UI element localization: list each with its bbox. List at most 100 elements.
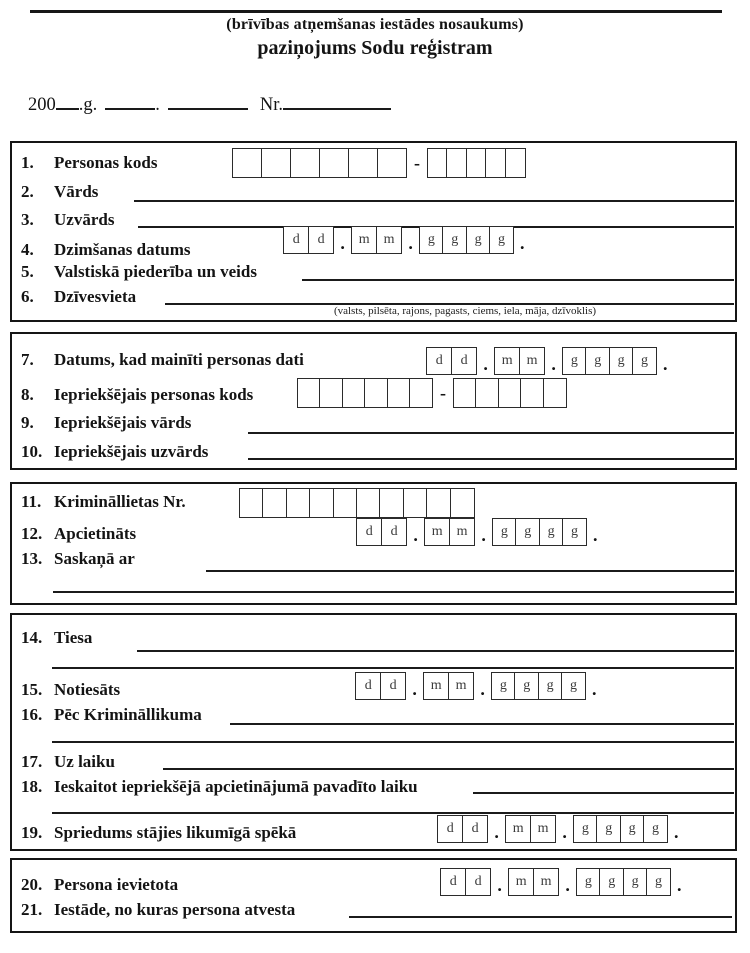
field-9-previous-vards-line[interactable] (248, 432, 734, 434)
field-2-number: 2. (21, 182, 34, 201)
day-blank[interactable] (105, 92, 156, 110)
dot-separator: . (592, 679, 597, 699)
dot-separator: . (551, 354, 556, 374)
field-19-number: 19. (21, 823, 43, 842)
field-4-number: 4. (21, 240, 34, 259)
date-cell-m: m (529, 815, 557, 843)
dot-separator: . (674, 822, 679, 842)
date-cell-g: g (418, 226, 444, 254)
field-5-label: Valstiskā piederība un veids (54, 262, 257, 281)
code-cell (260, 148, 292, 178)
date-cell-g: g (491, 518, 517, 546)
field-20-number: 20. (21, 875, 43, 894)
date-cell-g: g (622, 868, 648, 896)
field-row-9: 9. Iepriekšējais vārds (12, 413, 191, 433)
field-5-valstiska-piederiba-line[interactable] (302, 279, 734, 281)
date-cell-m: m (423, 518, 451, 546)
year-blank[interactable] (55, 92, 79, 110)
field-18-ieskaitot-line-2[interactable] (52, 812, 734, 814)
field-row-17: 17. Uz laiku (12, 752, 115, 772)
date-cell-g: g (585, 347, 611, 375)
dot-separator: . (593, 525, 598, 545)
field-19-label: Spriedums stājies likumīgā spēkā (54, 823, 297, 842)
code-cell (409, 378, 434, 408)
field-17-uz-laiku-line[interactable] (163, 768, 734, 770)
field-15-label: Notiesāts (54, 680, 121, 699)
field-1-personas-kods-boxes[interactable]: - (232, 148, 526, 178)
field-14-tiesa-line[interactable] (137, 650, 734, 652)
code-cell (497, 378, 522, 408)
field-row-6: 6. Dzīvesvieta (12, 287, 136, 307)
field-1-number: 1. (21, 153, 34, 172)
field-18-number: 18. (21, 777, 43, 796)
field-row-4: 4. Dzimšanas datums (12, 240, 191, 260)
date-cell-m: m (448, 518, 476, 546)
field-row-5: 5. Valstiskā piederība un veids (12, 262, 257, 282)
field-13-saskana-ar-line[interactable] (206, 570, 734, 572)
date-cell-g: g (490, 672, 516, 700)
field-8-previous-code-boxes[interactable]: - (297, 378, 567, 408)
field-row-11: 11. Krimināllietas Nr. (12, 492, 186, 512)
institution-name-rule (30, 10, 722, 13)
section-criminal-case: 11. Krimināllietas Nr. 12. Apcietināts d… (10, 482, 737, 605)
month-blank[interactable] (167, 92, 248, 110)
field-16-krimallikuma-line[interactable] (230, 723, 734, 725)
field-4-label: Dzimšanas datums (54, 240, 191, 259)
number-blank[interactable] (283, 92, 391, 110)
code-cell (542, 378, 567, 408)
field-2-vards-line[interactable] (134, 200, 734, 202)
field-11-case-number-boxes[interactable] (239, 488, 475, 518)
dot-separator: . (408, 233, 413, 253)
field-10-previous-uzvards-line[interactable] (248, 458, 734, 460)
field-row-3: 3. Uzvārds (12, 210, 114, 230)
dot-separator: . (494, 822, 499, 842)
date-cell-g: g (515, 518, 541, 546)
field-13-label: Saskaņā ar (54, 549, 135, 568)
field-21-iestade-line[interactable] (349, 916, 732, 918)
field-6-dzivesvieta-line[interactable] (165, 303, 734, 305)
date-cell-m: m (375, 226, 403, 254)
code-first-group (232, 148, 408, 178)
dot-separator: . (340, 233, 345, 253)
field-13-saskana-ar-line-2[interactable] (53, 591, 734, 593)
code-first-group (297, 378, 434, 408)
field-18-ieskaitot-line[interactable] (473, 792, 734, 794)
date-cell-g: g (608, 347, 634, 375)
code-cell (426, 488, 452, 518)
code-cell (319, 378, 344, 408)
date-cell-d: d (379, 672, 407, 700)
code-second-group (453, 378, 567, 408)
code-cell (520, 378, 545, 408)
institution-caption: (brīvības atņemšanas iestādes nosaukums) (226, 16, 524, 33)
code-cell (376, 148, 408, 178)
field-16-krimallikuma-line-2[interactable] (52, 741, 734, 743)
date-and-number-line: 200 .g.. Nr. (28, 92, 391, 116)
field-21-label: Iestāde, no kuras persona atvesta (54, 900, 296, 919)
code-cell (232, 148, 263, 178)
date-cell-m: m (504, 815, 532, 843)
date-cell-d: d (355, 672, 382, 700)
field-row-20: 20. Persona ievietota (12, 875, 178, 895)
field-14-tiesa-line-2[interactable] (52, 667, 734, 669)
date-cell-g: g (562, 518, 588, 546)
field-row-21: 21. Iestāde, no kuras persona atvesta (12, 900, 295, 920)
date-cell-g: g (465, 226, 491, 254)
year-prefix: 200 (28, 95, 56, 115)
code-cell (453, 378, 478, 408)
field-9-number: 9. (21, 413, 34, 432)
